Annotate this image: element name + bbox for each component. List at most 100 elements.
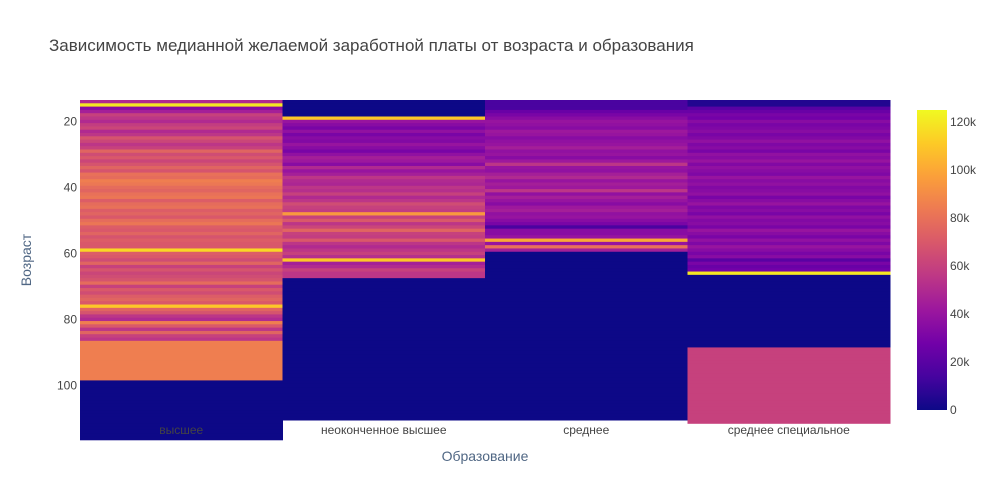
heatmap-cell xyxy=(687,202,891,207)
heatmap-cell xyxy=(687,179,891,183)
heatmap-cell xyxy=(485,245,688,249)
heatmap-cell xyxy=(485,231,688,236)
heatmap-cell xyxy=(282,344,486,348)
heatmap-cell xyxy=(687,119,891,124)
heatmap-cell xyxy=(687,175,891,180)
heatmap-cell xyxy=(485,278,688,282)
heatmap-cell xyxy=(80,126,283,131)
heatmap-cell xyxy=(80,387,283,391)
heatmap-cell xyxy=(687,416,891,421)
heatmap-cell xyxy=(80,251,283,256)
heatmap-cell xyxy=(282,380,486,385)
heatmap-cell xyxy=(687,238,891,243)
heatmap-cell xyxy=(80,119,283,124)
heatmap-cell xyxy=(485,288,688,292)
heatmap-cell xyxy=(687,363,891,368)
heatmap-cell xyxy=(485,387,688,391)
heatmap-cell xyxy=(485,271,688,276)
heatmap-cell xyxy=(485,330,688,335)
heatmap-cell xyxy=(80,396,283,401)
heatmap-cell xyxy=(687,387,891,391)
heatmap-cell xyxy=(687,235,891,240)
heatmap-cell xyxy=(282,416,486,421)
y-axis-title: Возраст xyxy=(18,233,34,286)
heatmap-cell xyxy=(282,387,486,391)
heatmap-cell xyxy=(282,363,486,368)
heatmap-cell xyxy=(282,195,486,200)
heatmap-cell xyxy=(282,205,486,210)
heatmap-cell xyxy=(687,142,891,147)
heatmap-cell xyxy=(282,215,486,220)
heatmap-cell xyxy=(485,212,688,216)
heatmap-cell xyxy=(687,367,891,372)
heatmap-cell xyxy=(485,396,688,401)
heatmap-cell xyxy=(485,377,688,381)
heatmap-cell xyxy=(282,231,486,236)
heatmap-cell xyxy=(80,337,283,342)
heatmap-cell xyxy=(80,380,283,385)
heatmap-cell xyxy=(485,165,688,170)
heatmap-cell xyxy=(485,350,688,355)
heatmap-cell xyxy=(485,248,688,253)
heatmap-cell xyxy=(282,241,486,246)
heatmap-cell xyxy=(282,370,486,375)
heatmap-cell xyxy=(485,218,688,223)
heatmap-cell xyxy=(485,142,688,147)
heatmap-cell xyxy=(80,139,283,144)
heatmap-cell xyxy=(80,100,283,104)
x-tick-label: высшее xyxy=(159,423,203,437)
heatmap-cell xyxy=(282,337,486,342)
heatmap-cell xyxy=(80,103,283,108)
heatmap-cell xyxy=(80,212,283,216)
heatmap-cell xyxy=(687,321,891,325)
heatmap-cell xyxy=(80,393,283,398)
heatmap-cell xyxy=(282,202,486,207)
heatmap-cell xyxy=(80,340,283,345)
heatmap-cell xyxy=(485,324,688,329)
heatmap-cell xyxy=(687,152,891,157)
heatmap-cell xyxy=(485,334,688,339)
heatmap-cell xyxy=(485,317,688,322)
heatmap-cell xyxy=(80,258,283,263)
heatmap-cell xyxy=(80,264,283,269)
heatmap-cell xyxy=(80,228,283,233)
heatmap-cell xyxy=(80,383,283,388)
heatmap-cell xyxy=(282,261,486,266)
heatmap-cell xyxy=(687,245,891,249)
heatmap-cell xyxy=(80,146,283,150)
heatmap-cell xyxy=(282,172,486,177)
heatmap-cell xyxy=(485,119,688,124)
heatmap-cell xyxy=(687,324,891,329)
heatmap-cell xyxy=(485,156,688,160)
heatmap-cell xyxy=(282,165,486,170)
heatmap-cell xyxy=(282,314,486,319)
heatmap-cell xyxy=(282,169,486,174)
heatmap-cell xyxy=(687,327,891,332)
heatmap-cell xyxy=(485,228,688,233)
heatmap-cell xyxy=(485,222,688,226)
heatmap-cell xyxy=(80,288,283,292)
heatmap-cell xyxy=(282,311,486,315)
heatmap-cell xyxy=(485,354,688,358)
heatmap-cell xyxy=(687,344,891,348)
heatmap-cell xyxy=(80,268,283,273)
heatmap-cell xyxy=(687,136,891,141)
heatmap-cell xyxy=(485,261,688,266)
heatmap-cell xyxy=(80,436,283,441)
heatmap-cell xyxy=(80,165,283,170)
heatmap-cell xyxy=(687,288,891,292)
heatmap-cell xyxy=(282,330,486,335)
heatmap-cell xyxy=(485,198,688,203)
heatmap-cell xyxy=(687,380,891,385)
heatmap-cell xyxy=(282,357,486,362)
heatmap-cell xyxy=(282,228,486,233)
heatmap-cell xyxy=(485,208,688,213)
heatmap-cell xyxy=(687,413,891,418)
heatmap-cell xyxy=(687,360,891,365)
heatmap-cell xyxy=(80,245,283,249)
heatmap-cell xyxy=(282,189,486,193)
heatmap-cell xyxy=(687,103,891,108)
heatmap-cell xyxy=(282,159,486,164)
heatmap-cell xyxy=(485,225,688,230)
heatmap-cell xyxy=(282,109,486,114)
